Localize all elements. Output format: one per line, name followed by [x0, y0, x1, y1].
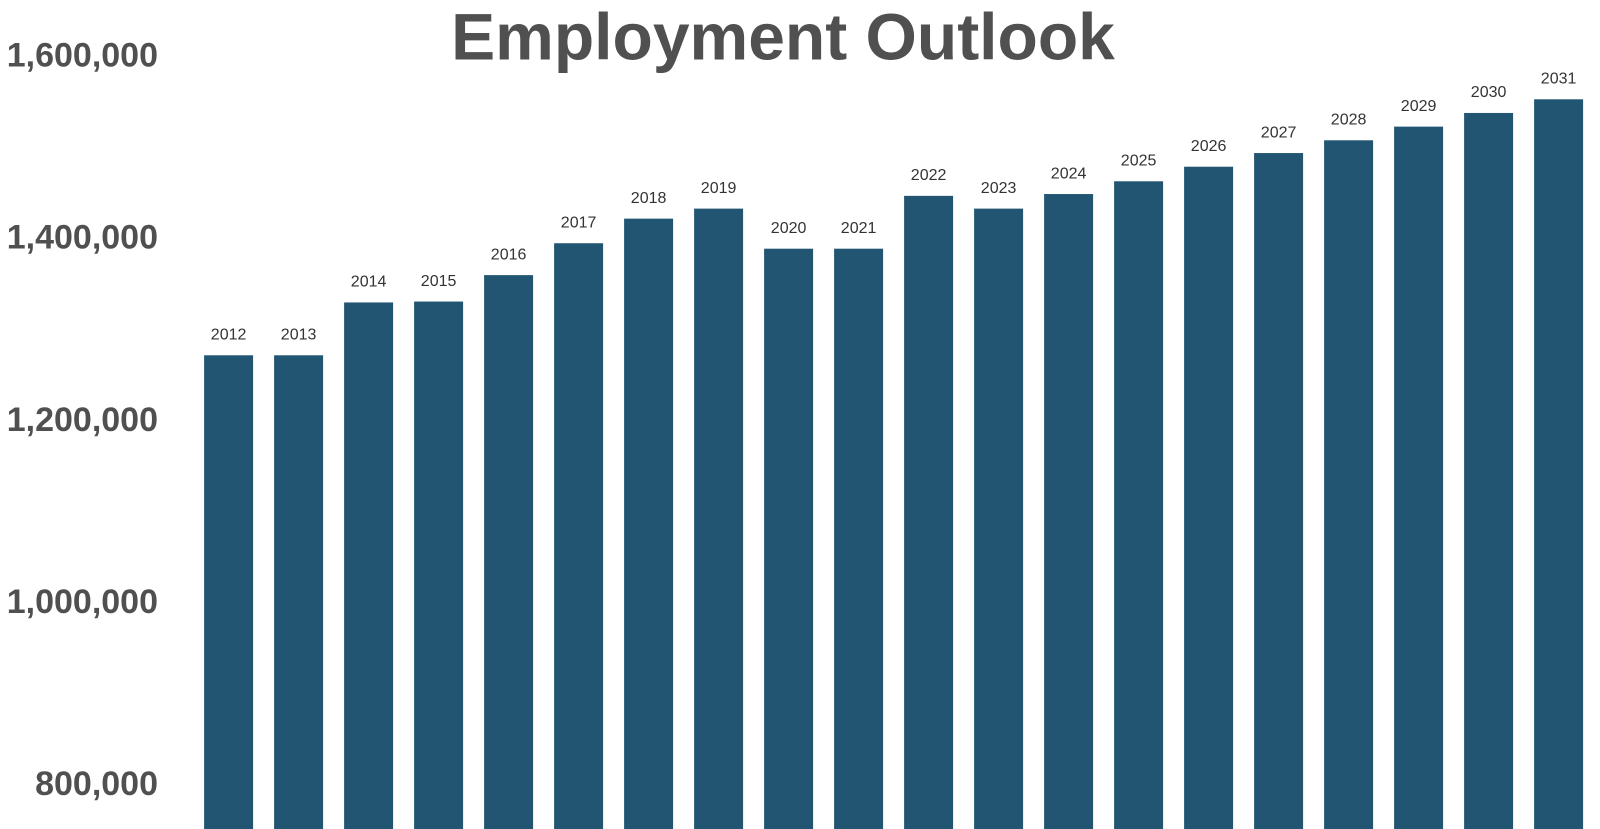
- bar: [1464, 112, 1514, 829]
- category-label: 2015: [421, 273, 457, 290]
- bar: [904, 195, 954, 829]
- bar: [764, 248, 814, 829]
- bar: [554, 243, 604, 829]
- category-label: 2023: [981, 180, 1017, 197]
- bar: [1254, 153, 1304, 829]
- category-label: 2020: [771, 220, 807, 237]
- bar: [274, 355, 324, 829]
- category-label: 2016: [491, 246, 527, 263]
- y-tick-label: 1,200,000: [7, 401, 158, 439]
- category-label: 2022: [911, 167, 947, 184]
- bar: [1114, 181, 1164, 829]
- category-label: 2017: [561, 214, 597, 231]
- category-label: 2027: [1261, 124, 1297, 141]
- category-label: 2024: [1051, 165, 1087, 182]
- category-label: 2029: [1401, 98, 1437, 115]
- chart-title: Employment Outlook: [451, 0, 1115, 73]
- category-label: 2014: [351, 274, 387, 291]
- bar: [624, 218, 674, 829]
- bar: [974, 208, 1024, 829]
- bar: [344, 302, 394, 829]
- category-label: 2025: [1121, 153, 1157, 170]
- category-label: 2028: [1331, 112, 1367, 129]
- category-label: 2019: [701, 180, 737, 197]
- bar: [834, 248, 884, 829]
- bar: [1184, 166, 1234, 829]
- bar: [414, 301, 464, 829]
- bar: [1044, 194, 1094, 829]
- bar: [1324, 140, 1374, 829]
- bar: [1394, 126, 1444, 829]
- category-label: 2012: [211, 327, 247, 344]
- category-label: 2030: [1471, 84, 1507, 101]
- y-tick-label: 1,000,000: [7, 583, 158, 621]
- category-label: 2031: [1541, 71, 1577, 88]
- category-label: 2013: [281, 327, 317, 344]
- y-tick-label: 1,400,000: [7, 219, 158, 257]
- y-tick-label: 800,000: [35, 765, 158, 803]
- y-tick-label: 1,600,000: [7, 36, 158, 74]
- bar: [694, 208, 744, 829]
- category-label: 2026: [1191, 138, 1227, 155]
- bar: [204, 355, 254, 829]
- bar: [484, 275, 534, 829]
- category-label: 2021: [841, 220, 877, 237]
- bar: [1534, 99, 1584, 829]
- category-label: 2018: [631, 190, 667, 207]
